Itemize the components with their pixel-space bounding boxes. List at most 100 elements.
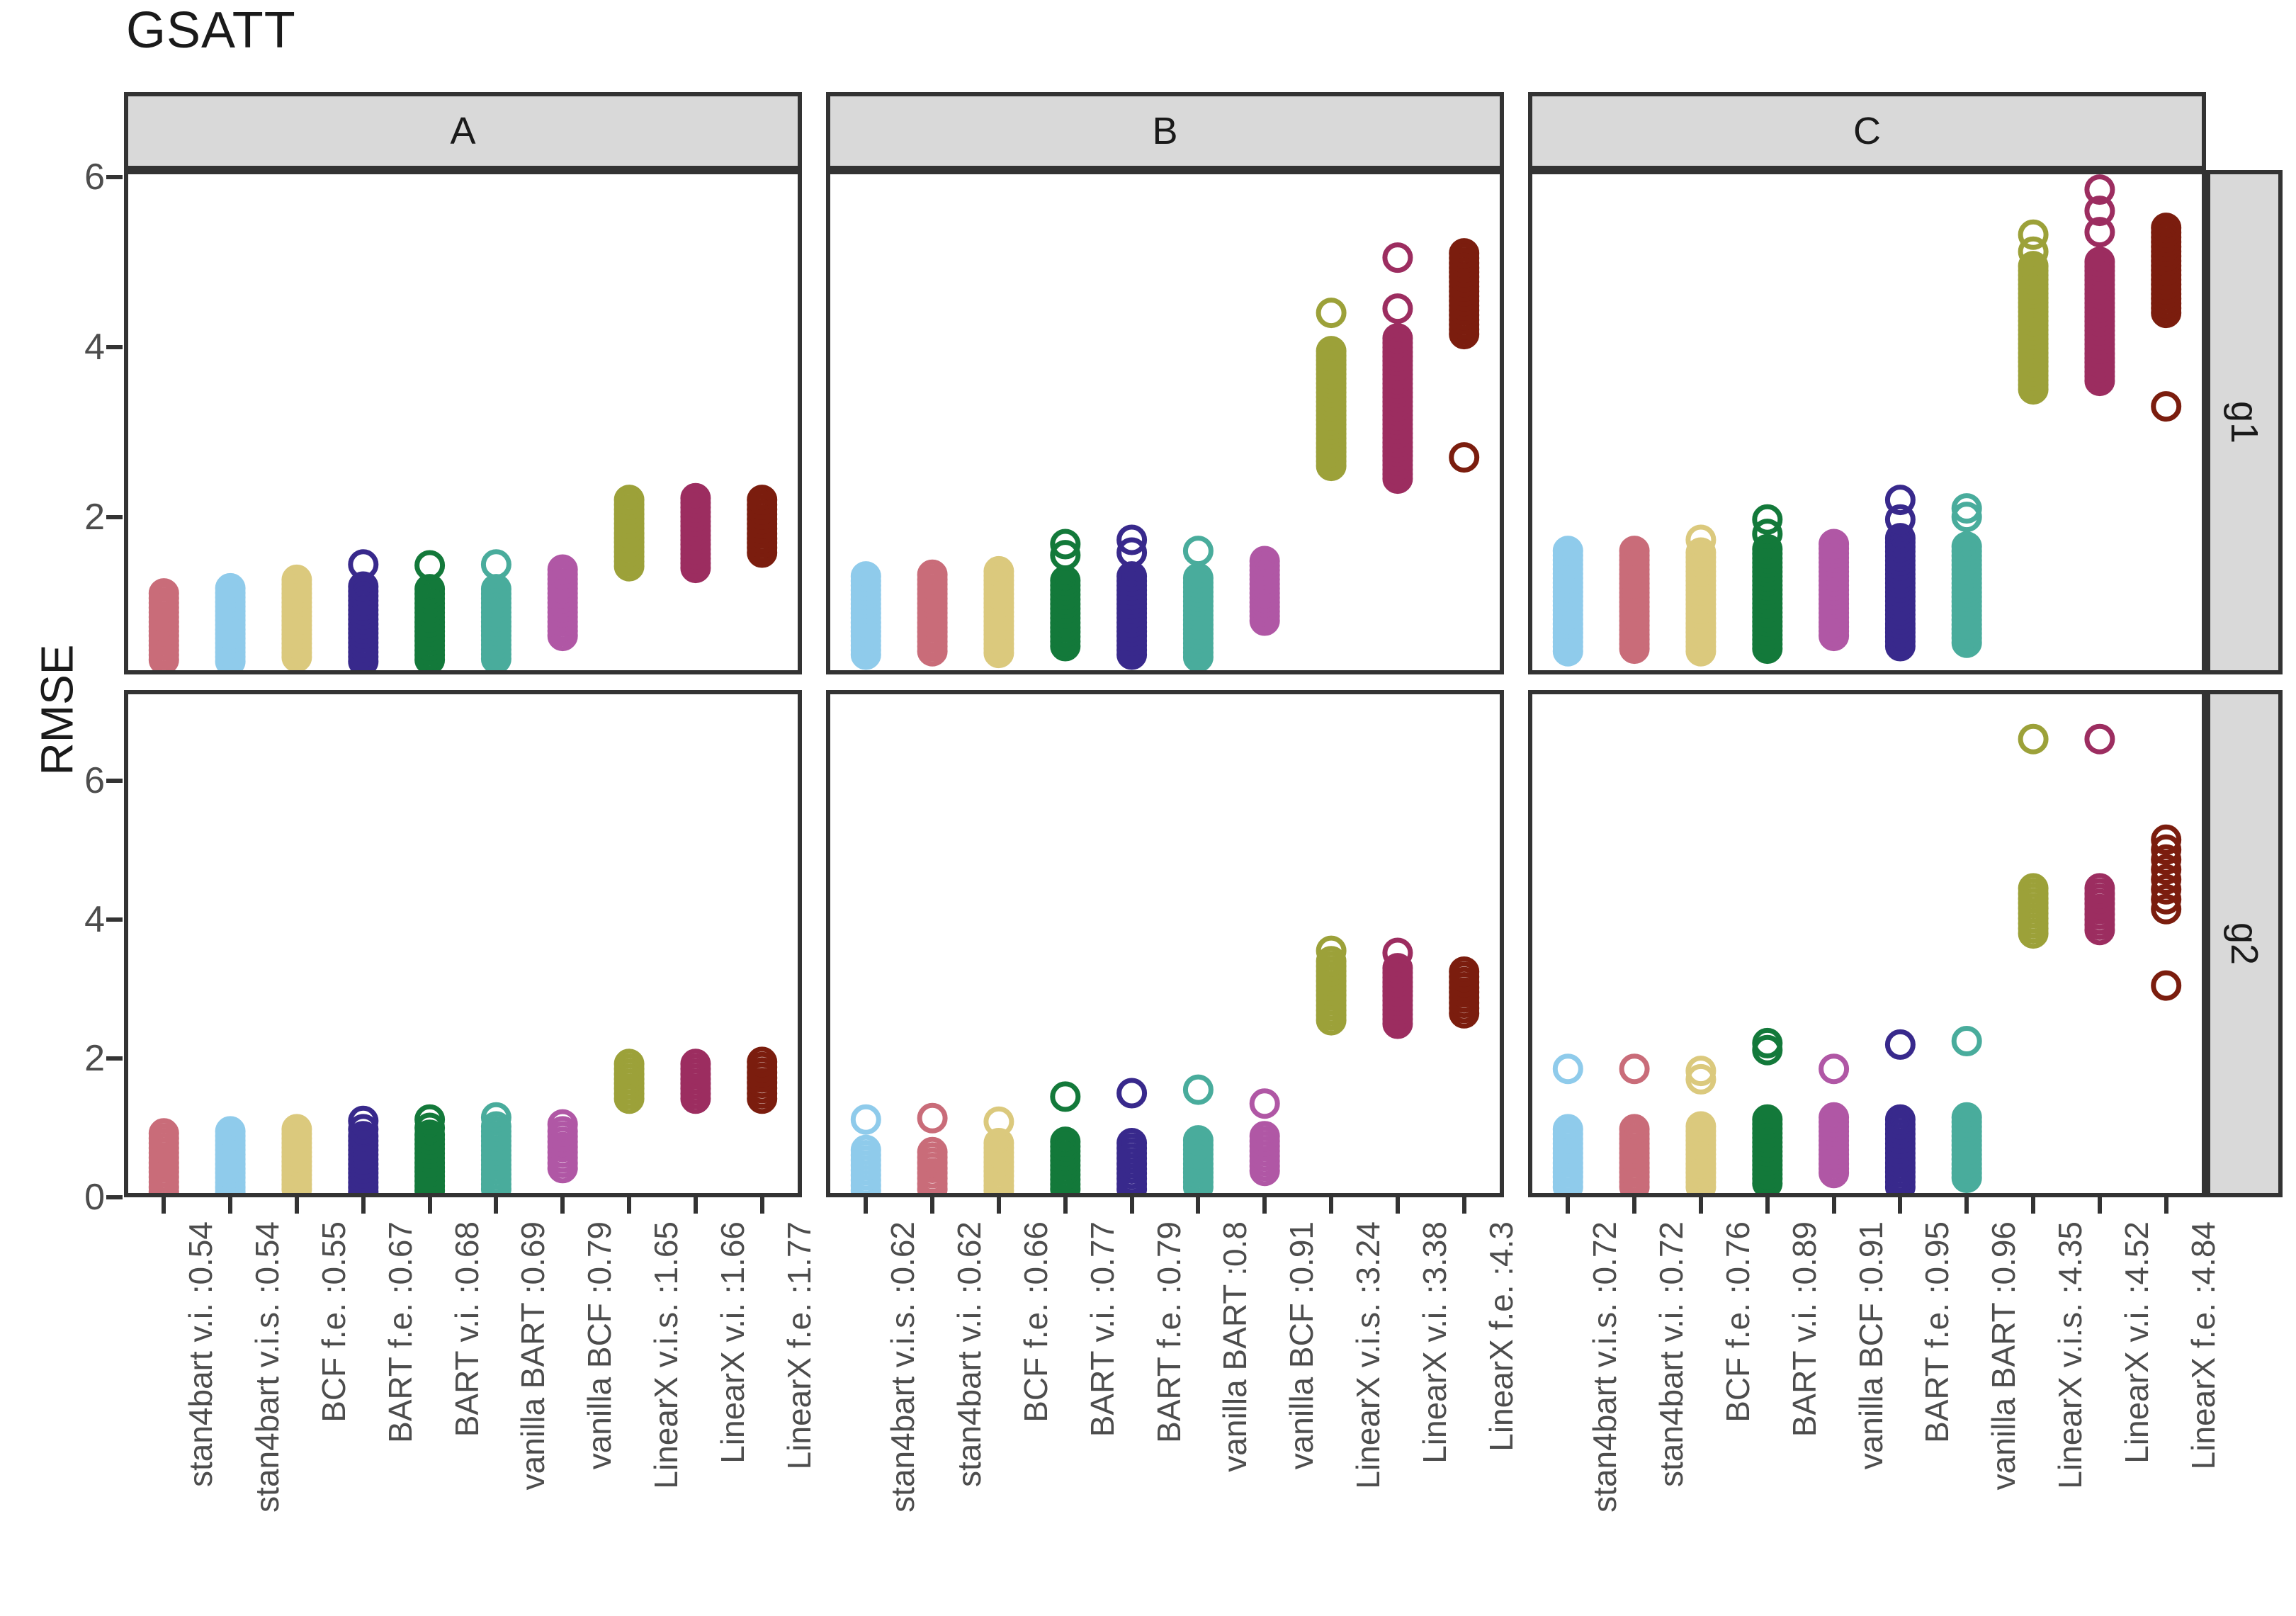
y-tick-mark [106, 778, 123, 783]
point-stack [917, 559, 948, 667]
point-stack [1316, 935, 1347, 1036]
data-point-circle [215, 572, 246, 604]
point-stack [1884, 485, 1916, 662]
data-point-circle [1449, 442, 1480, 473]
point-stack [680, 1049, 711, 1114]
point-stack [850, 1104, 881, 1193]
point-stack [1552, 1053, 1583, 1193]
data-point-circle [613, 1049, 645, 1080]
data-point-circle [281, 564, 312, 595]
point-stack [1449, 956, 1480, 1029]
x-tick-mark [1395, 1197, 1400, 1214]
data-point-circle [1819, 1053, 1850, 1085]
data-point-circle [1382, 937, 1413, 968]
y-tick-label: 2 [84, 496, 105, 538]
x-tick-mark [693, 1197, 698, 1214]
data-point-circle [1951, 502, 1982, 533]
data-point-circle [1449, 956, 1480, 987]
data-point-circle [1249, 1088, 1280, 1119]
data-point-circle [1951, 531, 1982, 563]
data-point-circle [1316, 946, 1347, 977]
data-point-circle [1619, 1053, 1650, 1085]
data-point-circle [2151, 864, 2182, 895]
data-point-circle [2151, 844, 2182, 875]
facet-strip-col-B: B [826, 92, 1504, 170]
data-point-circle [1951, 1102, 1982, 1133]
data-point-circle [1819, 1102, 1850, 1133]
data-point-circle [1182, 1074, 1214, 1105]
facet-strip-label: A [450, 110, 476, 152]
data-point-circle [1752, 504, 1783, 535]
y-tick-mark [106, 917, 123, 922]
x-tick-label: stan4bart v.i.s. :0.62 [884, 1221, 922, 1513]
point-stack [1552, 536, 1583, 667]
x-tick-label: LinearX f.e. :1.77 [780, 1221, 818, 1470]
data-point-circle [1382, 323, 1413, 354]
y-tick-label: 2 [84, 1037, 105, 1079]
data-point-circle [2018, 723, 2049, 755]
x-tick-mark [1063, 1197, 1068, 1214]
point-stack [613, 485, 645, 582]
x-tick-label: vanilla BCF :0.79 [581, 1221, 618, 1470]
x-tick-label: LinearX v.i.s. :1.65 [647, 1221, 685, 1489]
data-point-circle [1552, 1114, 1583, 1145]
x-tick-mark [560, 1197, 565, 1214]
data-point-circle [1685, 1063, 1717, 1095]
data-point-circle [747, 485, 778, 516]
data-point-circle [1552, 536, 1583, 567]
data-point-circle [850, 1134, 881, 1165]
data-point-circle [1884, 485, 1916, 516]
data-point-circle [2084, 217, 2115, 248]
point-stack [215, 572, 246, 670]
data-point-circle [917, 1136, 948, 1168]
data-point-circle [1552, 1053, 1583, 1085]
x-tick-mark [627, 1197, 632, 1214]
data-point-circle [414, 550, 446, 581]
y-tick-mark [106, 1194, 123, 1199]
data-point-circle [1116, 524, 1148, 555]
point-stack [148, 578, 179, 670]
point-stack [1884, 1029, 1916, 1193]
y-tick-mark [106, 1056, 123, 1061]
point-stack [1449, 238, 1480, 473]
data-point-circle [1884, 523, 1916, 554]
point-stack [2084, 174, 2115, 397]
point-stack [1951, 1026, 1982, 1193]
point-stack [1685, 1056, 1717, 1193]
x-tick-label: BCF f.e. :0.55 [315, 1221, 352, 1423]
data-point-circle [2151, 883, 2182, 915]
chart-title: GSATT [126, 2, 296, 59]
data-point-circle [747, 1046, 778, 1078]
x-tick-mark [361, 1197, 366, 1214]
data-point-circle [983, 555, 1014, 587]
panel-canvas-g1-A [148, 482, 778, 670]
data-point-circle [1819, 529, 1850, 560]
point-stack [348, 1105, 379, 1193]
point-stack [917, 1102, 948, 1193]
data-point-circle [1382, 242, 1413, 273]
y-tick-label: 6 [84, 156, 105, 198]
data-point-circle [1116, 1128, 1148, 1158]
y-tick-label: 4 [84, 326, 105, 368]
x-tick-mark [930, 1197, 935, 1214]
point-stack [1249, 1088, 1280, 1187]
point-stack [348, 549, 379, 670]
data-point-circle [2151, 854, 2182, 885]
point-stack [1619, 1053, 1650, 1193]
x-tick-label: LinearX f.e. :4.3 [1482, 1221, 1520, 1452]
point-stack [1382, 242, 1413, 495]
facet-strip-label: B [1152, 110, 1178, 152]
x-tick-mark [1196, 1197, 1201, 1214]
x-tick-label: vanilla BART :0.96 [1985, 1221, 2023, 1491]
x-tick-mark [2164, 1197, 2168, 1214]
y-tick-label: 0 [84, 1176, 105, 1218]
x-tick-label: vanilla BART :0.8 [1216, 1221, 1254, 1472]
point-stack [1050, 1081, 1081, 1193]
x-tick-label: BART f.e. :0.79 [1150, 1221, 1187, 1443]
x-tick-label: BART v.i. :0.89 [1785, 1221, 1823, 1437]
facet-strip-row-g1: g1 [2206, 170, 2283, 674]
data-point-circle [1685, 1056, 1717, 1087]
data-point-circle [680, 1049, 711, 1080]
y-tick-mark [106, 174, 123, 179]
point-stack [480, 1102, 511, 1193]
